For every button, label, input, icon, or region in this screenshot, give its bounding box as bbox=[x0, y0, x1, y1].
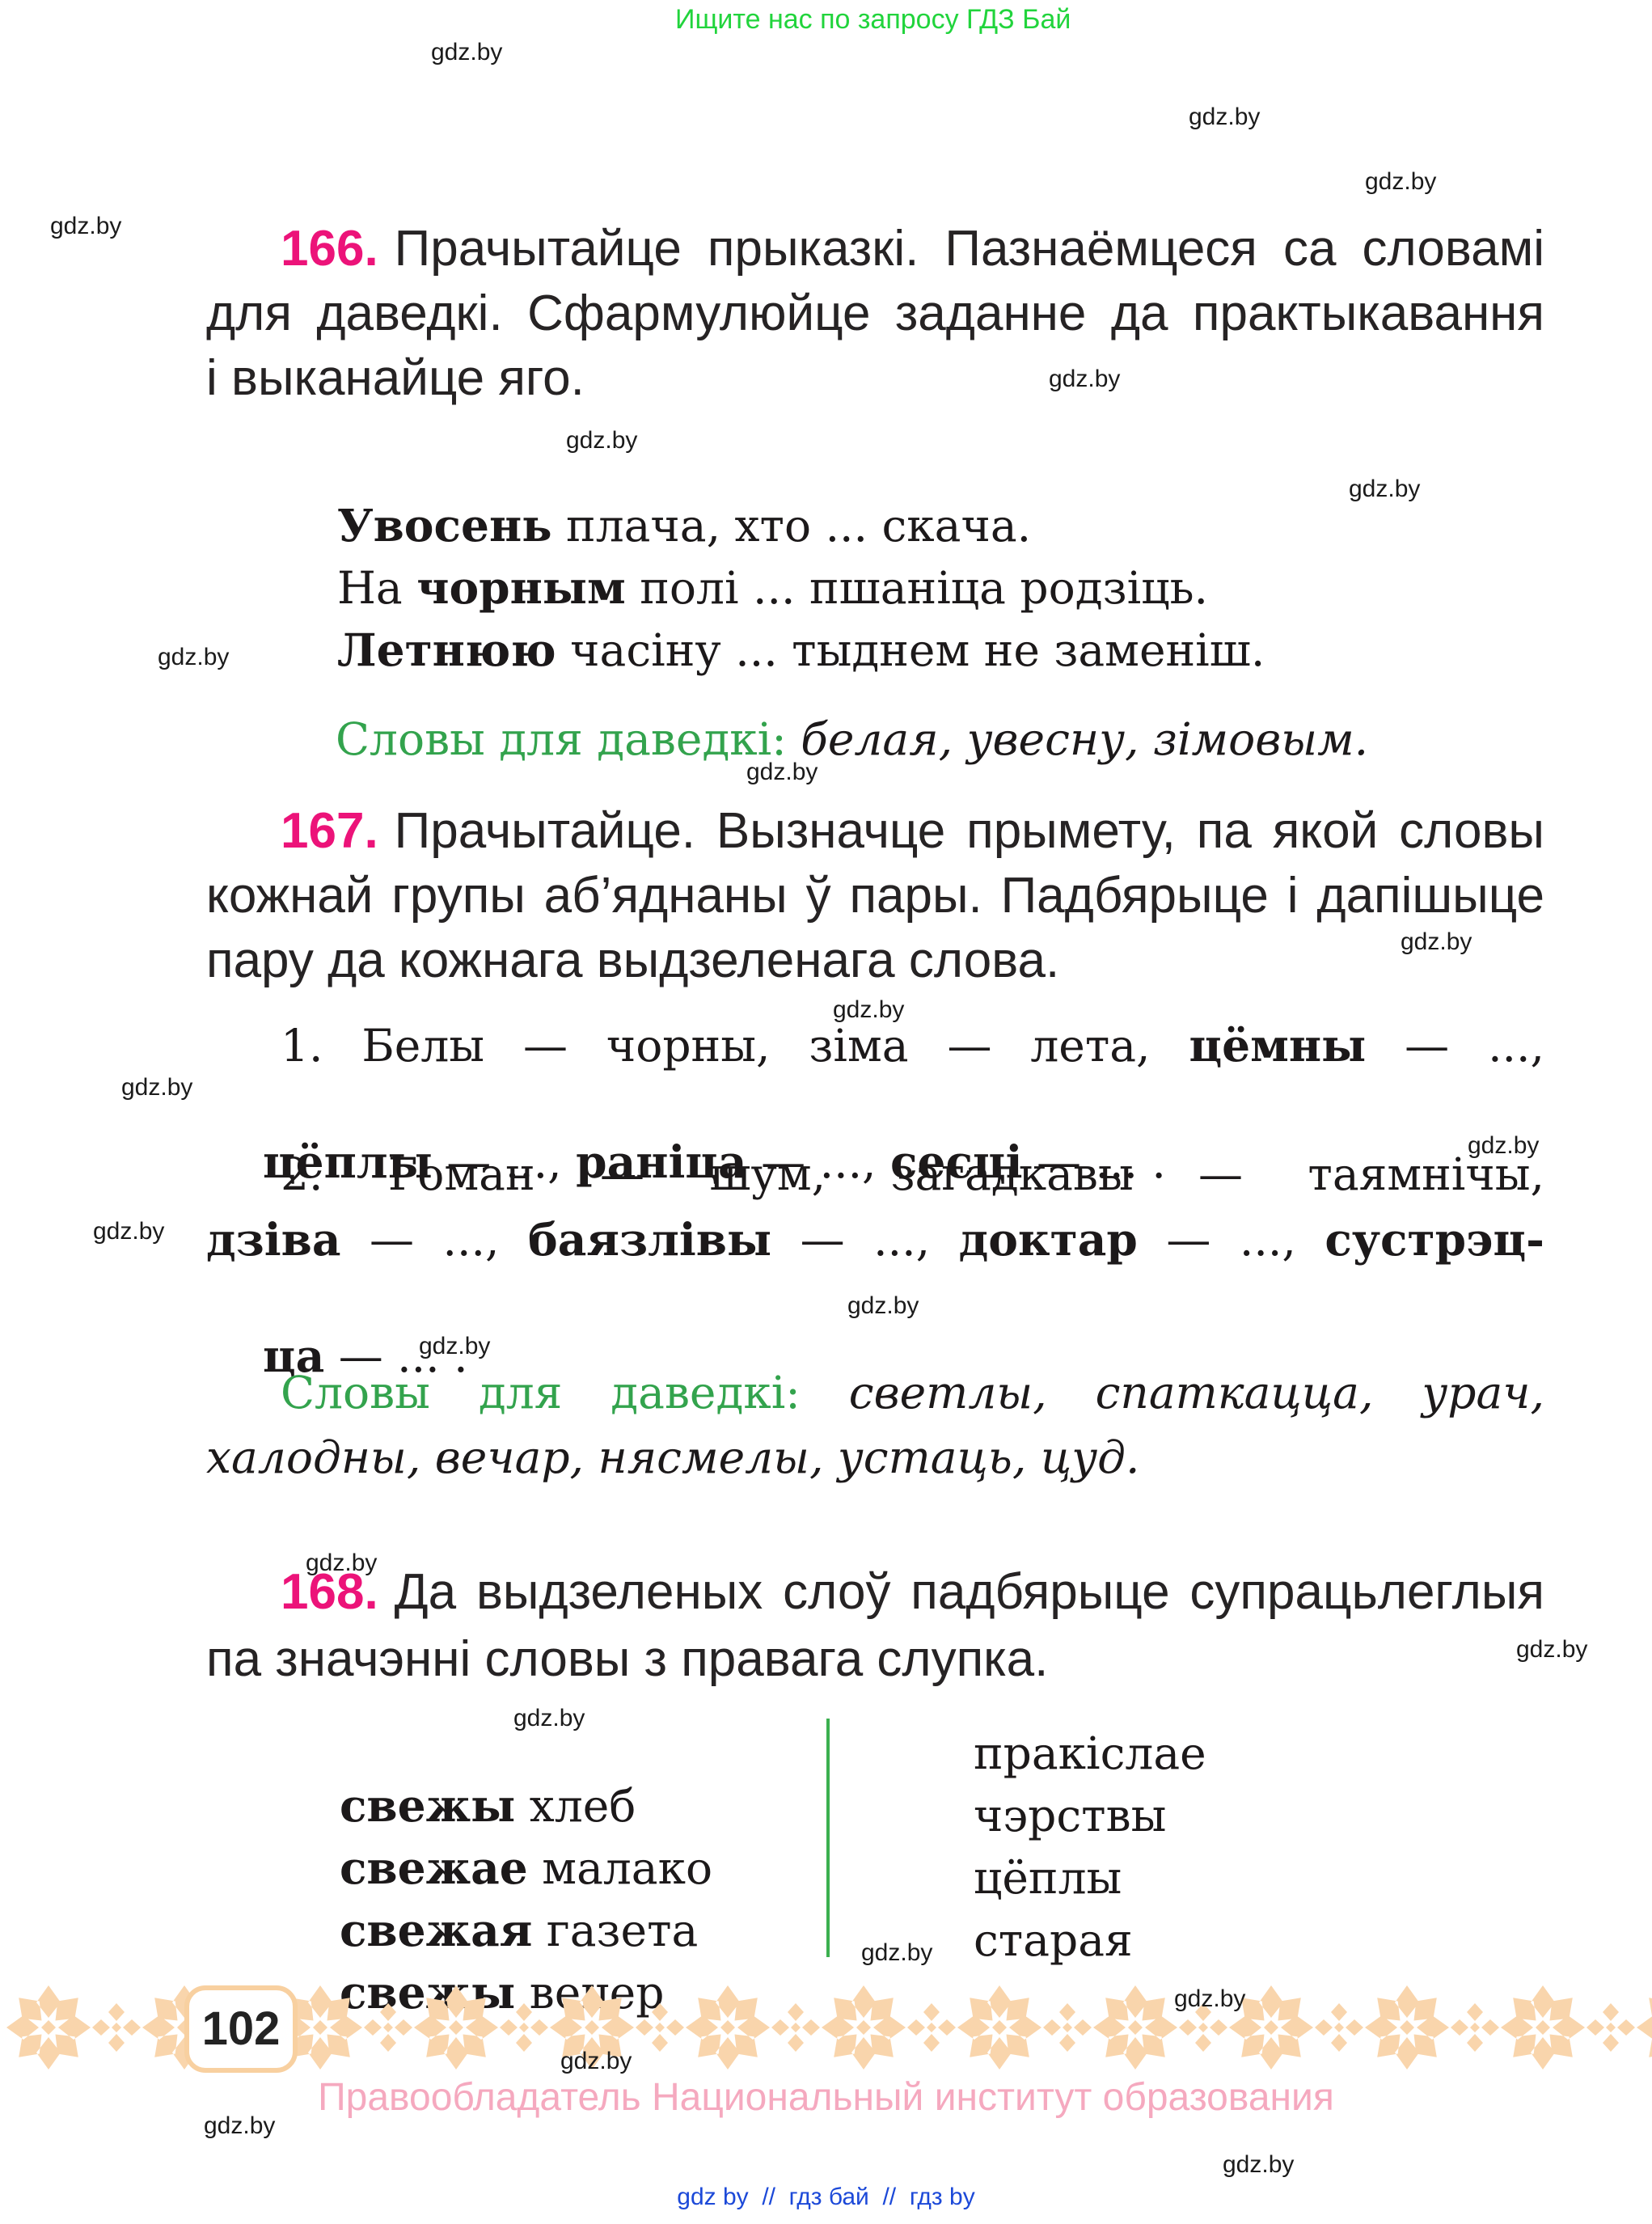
proverb-2-rest: полі ... пшаніца родзіць. bbox=[625, 562, 1209, 614]
reference-word-list: белая, увесну, зімовым. bbox=[786, 713, 1369, 765]
column-divider-line bbox=[826, 1719, 830, 1957]
watermark: gdz.by bbox=[1365, 168, 1437, 195]
exercise-167-instruction-line-1: 167. Прачытайце. Вызначце прымету, па яко… bbox=[281, 802, 1544, 860]
pairs-text: — ..., bbox=[340, 1214, 529, 1266]
exercise-166-instruction-line-3: і выканайце яго. bbox=[206, 350, 585, 406]
reference-words-167-line-1: Словы для даведкі: светлы, спаткацца, ур… bbox=[281, 1367, 1544, 1419]
highlighted-word: сустрэц- bbox=[1325, 1213, 1545, 1266]
left-column-row-1: свежы хлеб bbox=[283, 1727, 636, 1884]
word-pairs-group-2-line-3: ца — ... . bbox=[206, 1278, 468, 1434]
watermark: gdz.by bbox=[50, 213, 122, 239]
highlighted-word: баязлівы bbox=[528, 1213, 772, 1266]
highlighted-word: цёплы bbox=[262, 1135, 433, 1188]
watermark: gdz.by bbox=[121, 1074, 193, 1101]
copyright-text: Правообладатель Национальный институт об… bbox=[318, 2076, 1334, 2119]
watermark: gdz.by bbox=[1174, 1985, 1246, 2012]
word-pairs-group-2-line-2: дзіва — ..., баязлівы — ..., доктар — ..… bbox=[206, 1213, 1544, 1266]
pairs-text: — ..., bbox=[432, 1136, 577, 1188]
highlighted-word: ца bbox=[262, 1330, 325, 1382]
watermark: gdz.by bbox=[1401, 928, 1472, 955]
reference-words-167-line-2: халодны, вечар, нясмелы, устаць, цуд. bbox=[206, 1431, 1140, 1483]
proverb-2-pre: На bbox=[336, 562, 417, 614]
watermark: gdz.by bbox=[746, 759, 818, 785]
pairs-text: — ..., bbox=[1366, 1020, 1544, 1072]
proverb-1: Увосень плача, хто ... скача. bbox=[281, 447, 1031, 603]
highlighted-word: цёмны bbox=[1189, 1019, 1367, 1072]
exercise-167-instruction-line-3: пару да кожнага выдзеленага слова. bbox=[206, 932, 1060, 988]
pairs-text: — ..., bbox=[746, 1136, 891, 1188]
pairs-text: — ... . bbox=[324, 1330, 468, 1382]
reference-label: Словы для даведкі: bbox=[335, 713, 787, 765]
proverb-3-rest: часіну ... тыднем не заменіш. bbox=[556, 624, 1265, 676]
watermark: gdz.by bbox=[1349, 476, 1421, 502]
pair-word: газета bbox=[532, 1905, 699, 1956]
highlighted-word: свежы bbox=[339, 1779, 516, 1832]
pair-word: хлеб bbox=[515, 1780, 636, 1832]
reference-word-list: светлы, спаткацца, урач, bbox=[800, 1367, 1544, 1419]
reference-words-166: Словы для даведкі: белая, увесну, зімовы… bbox=[279, 662, 1368, 817]
exercise-166-instruction-line-2: для даведкі. Сфармулюйце заданне да прак… bbox=[206, 285, 1544, 341]
watermark: gdz.by bbox=[566, 427, 638, 454]
reference-label: Словы для даведкі: bbox=[281, 1367, 801, 1419]
highlighted-word: дзіва bbox=[206, 1213, 341, 1266]
watermark: gdz.by bbox=[1189, 104, 1261, 130]
exercise-166-number: 166. bbox=[281, 221, 378, 277]
watermark: gdz.by bbox=[431, 39, 503, 66]
word-pairs-group-1-line-2: цёплы — ..., раніца — ..., сесці — ... . bbox=[206, 1084, 1166, 1240]
highlighted-word: доктар bbox=[958, 1213, 1138, 1266]
pair-word: малако bbox=[527, 1842, 713, 1894]
watermark: gdz.by bbox=[306, 1550, 378, 1576]
word-pairs-group-2-line-1: 2. Гоман — шум, загадкавы — таямнічы, bbox=[281, 1148, 1544, 1200]
exercise-167-instruction-line-2: кожнай групы аб’яднаны ў пары. Падбярыце… bbox=[206, 868, 1544, 924]
proverb-2-bold-word: чорным bbox=[416, 561, 626, 614]
footer-links[interactable]: gdz by // гдз бай // гдз by bbox=[677, 2184, 975, 2210]
promo-header: Ищите нас по запросу ГДЗ Бай bbox=[675, 4, 1071, 35]
watermark: gdz.by bbox=[1516, 1636, 1588, 1663]
watermark: gdz.by bbox=[560, 2048, 632, 2074]
watermark: gdz.by bbox=[204, 2112, 276, 2139]
pairs-text: — ..., bbox=[1137, 1214, 1325, 1266]
left-column-row-3: свежая газета bbox=[283, 1852, 698, 2008]
right-column-row-4: старая bbox=[974, 1914, 1133, 1966]
exercise-167-number: 167. bbox=[281, 803, 378, 859]
watermark: gdz.by bbox=[1223, 2151, 1295, 2178]
pairs-text: — ..., bbox=[771, 1214, 959, 1266]
highlighted-word: сесці bbox=[890, 1135, 1023, 1188]
watermark: gdz.by bbox=[93, 1218, 165, 1245]
watermark: gdz.by bbox=[419, 1333, 491, 1359]
instruction-text: Прачытайце. Вызначце прымету, па якой сл… bbox=[394, 803, 1544, 859]
watermark: gdz.by bbox=[1468, 1132, 1540, 1159]
right-column-row-1: пракіслае bbox=[974, 1727, 1206, 1779]
pairs-text: 1. Белы — чорны, зіма — лета, bbox=[281, 1020, 1189, 1072]
left-column-row-2: свежае малако bbox=[283, 1790, 712, 1946]
page-number-badge: 102 bbox=[184, 1985, 298, 2073]
pairs-text: — ... . bbox=[1022, 1136, 1166, 1188]
highlighted-word: свежы bbox=[339, 1966, 516, 2019]
exercise-166-instruction-line-1: 166. Прачытайце прыказкі. Пазнаёмцеся са … bbox=[281, 220, 1544, 277]
right-column-row-3: цёплы bbox=[974, 1852, 1122, 1904]
proverb-2: На чорным полі ... пшаніца родзіць. bbox=[281, 509, 1208, 666]
watermark: gdz.by bbox=[833, 996, 905, 1023]
watermark: gdz.by bbox=[1049, 366, 1121, 392]
watermark: gdz.by bbox=[847, 1292, 919, 1319]
instruction-text: Да выдзеленых слоў падбярыце супрацьлегл… bbox=[394, 1564, 1544, 1620]
highlighted-word: свежае bbox=[339, 1841, 528, 1894]
instruction-text: Прачытайце прыказкі. Пазнаёмцеся са слов… bbox=[394, 221, 1544, 277]
proverb-3: Летнюю часіну ... тыднем не заменіш. bbox=[281, 572, 1265, 728]
proverb-1-rest: плача, хто ... скача. bbox=[551, 500, 1032, 552]
exercise-168-instruction-line-1: 168. Да выдзеленых слоў падбярыце супраць… bbox=[281, 1563, 1544, 1621]
highlighted-word: раніца bbox=[576, 1135, 747, 1188]
exercise-168-instruction-line-2: па значэнні словы з правага слупка. bbox=[206, 1631, 1049, 1687]
word-pairs-group-1-line-1: 1. Белы — чорны, зіма — лета, цёмны — ..… bbox=[281, 1019, 1544, 1072]
exercise-168-number: 168. bbox=[281, 1564, 378, 1620]
proverb-1-bold-word: Увосень bbox=[336, 499, 552, 552]
watermark: gdz.by bbox=[513, 1705, 585, 1731]
watermark: gdz.by bbox=[861, 1939, 933, 1966]
right-column-row-2: чэрствы bbox=[974, 1790, 1167, 1841]
proverb-3-bold-word: Летнюю bbox=[336, 624, 556, 676]
highlighted-word: свежая bbox=[339, 1904, 533, 1956]
watermark: gdz.by bbox=[158, 644, 230, 670]
